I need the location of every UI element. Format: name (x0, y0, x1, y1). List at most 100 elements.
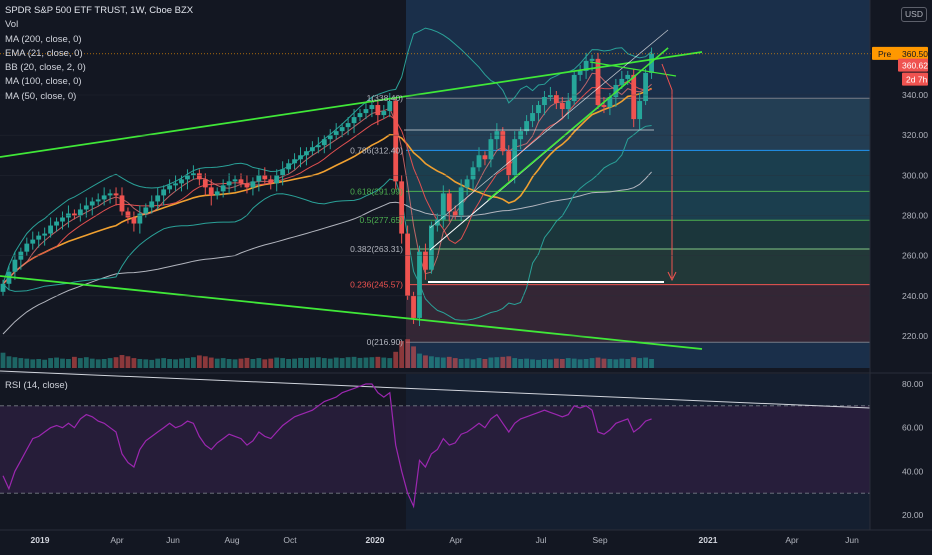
inner-trendline (487, 47, 669, 201)
volume-bar (214, 358, 220, 368)
volume-bar (553, 358, 559, 368)
candle (30, 239, 36, 244)
candle (274, 175, 280, 184)
last-price-value: 360.62 (902, 61, 928, 71)
volume-bar (95, 359, 101, 368)
time-tick-label: Apr (449, 535, 462, 545)
volume-bar (30, 359, 36, 368)
volume-bar (387, 358, 393, 368)
candle (571, 74, 577, 102)
indicator-legend: SPDR S&P 500 ETF TRUST, 1W, Cboe BZX Vol… (5, 4, 193, 104)
volume-bar (149, 359, 155, 368)
volume-bar (458, 359, 464, 368)
last-price-badge (898, 58, 928, 72)
volume-bar (440, 357, 446, 368)
legend-bb[interactable]: BB (20, close, 2, 0) (5, 62, 86, 74)
volume-bar (333, 357, 339, 368)
candle (589, 58, 595, 61)
candle (244, 183, 250, 188)
candle (369, 105, 375, 110)
candle (333, 131, 339, 136)
candle (268, 179, 274, 184)
candle (137, 213, 143, 224)
legend-ema21[interactable]: EMA (21, close, 0) (5, 47, 83, 59)
volume-bar (143, 359, 149, 368)
candle (565, 101, 571, 110)
trendlines[interactable] (0, 29, 703, 350)
volume-bar (226, 359, 232, 368)
candle (327, 135, 333, 140)
candle (452, 211, 458, 216)
candle (238, 179, 244, 184)
candle (220, 185, 226, 192)
candle (464, 179, 470, 188)
candle (345, 123, 351, 128)
candle (351, 117, 357, 124)
legend-ma200[interactable]: MA (200, close, 0) (5, 33, 82, 45)
volume-bar (185, 357, 190, 368)
volume-bar (548, 359, 553, 368)
candle (89, 201, 95, 206)
volume-bar (434, 357, 440, 368)
candle (530, 113, 535, 122)
ma100-line (2, 87, 652, 285)
candle (191, 173, 196, 176)
volume-bar (101, 359, 107, 368)
volume-bar (292, 358, 297, 368)
rsi-tick-label: 80.00 (902, 379, 924, 389)
time-tick-label: Aug (224, 535, 239, 545)
volume-bar (351, 356, 357, 368)
bb-upper-line (2, 27, 652, 284)
legend-ma50[interactable]: MA (50, close, 0) (5, 90, 77, 102)
volume-bar (589, 358, 595, 368)
candle (607, 97, 613, 108)
volume-bar (601, 358, 607, 368)
legend-vol[interactable]: Vol (5, 19, 19, 31)
volume-bar (131, 358, 137, 368)
candle (24, 243, 30, 252)
candle (595, 58, 601, 106)
candle (393, 101, 399, 182)
fib-label: 0.786(312.40) (350, 145, 403, 155)
candle (411, 295, 416, 318)
candle (631, 74, 637, 120)
volume-bar (280, 358, 286, 368)
volume-bar (339, 358, 345, 368)
volume-bar (262, 359, 268, 368)
candle (643, 72, 648, 102)
volume-bar (381, 357, 387, 368)
candle (119, 195, 125, 212)
bb-lower-line (2, 125, 652, 321)
volume-bar (429, 356, 434, 368)
currency-button[interactable]: USD (901, 7, 927, 22)
candle (363, 109, 369, 114)
fib-band (406, 249, 870, 285)
volume-bar (500, 356, 506, 368)
candle (77, 209, 83, 216)
candle (434, 219, 440, 226)
time-tick-label: Jun (166, 535, 180, 545)
candle (54, 221, 59, 226)
fib-band (406, 220, 870, 250)
volume-bar (470, 359, 476, 368)
volume-bar (232, 359, 238, 368)
volume-bar (244, 357, 250, 368)
volume-bar (155, 358, 161, 368)
chart-title[interactable]: SPDR S&P 500 ETF TRUST, 1W, Cboe BZX (5, 5, 194, 16)
rsi-legend[interactable]: RSI (14, close) (5, 380, 68, 391)
candle (446, 193, 452, 212)
volume-bar (637, 358, 643, 368)
candle (149, 201, 155, 208)
price-tick-label: 220.00 (902, 331, 928, 341)
volume-bar (357, 357, 363, 368)
volume-bar (54, 357, 59, 368)
legend-ma100[interactable]: MA (100, close, 0) (5, 76, 82, 88)
volume-bar (208, 357, 214, 368)
candle (280, 169, 286, 176)
candle (649, 53, 654, 73)
candle (321, 139, 327, 146)
price-axis[interactable]: 340.00 320.00 300.00 280.00 260.00 240.00 220.… (0, 46, 928, 341)
